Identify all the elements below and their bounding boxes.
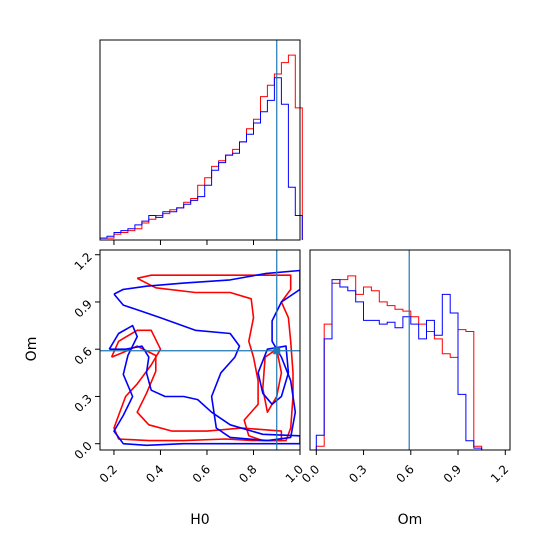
contour-blue-level-1 (108, 324, 300, 447)
om-hist-x-tick-label: 0.6 (394, 462, 417, 485)
om-hist-blue-series (315, 279, 483, 450)
contour-frame (99, 249, 301, 451)
om-histogram-panel: 0.0 0.3 0.6 0.9 1.2 (299, 249, 511, 486)
contour-x-tick-label: 0.6 (190, 462, 213, 485)
contour-red-level-2 (262, 348, 283, 413)
x-axis-label-om: Om (398, 512, 423, 528)
contour-y-tick-label: 1.2 (72, 250, 95, 273)
om-hist-x-tick-label: 0.9 (441, 462, 464, 485)
contour-blue-level-0 (113, 269, 300, 442)
om-histogram-frame (309, 249, 511, 451)
om-hist-x-tick-label: 0.0 (299, 462, 322, 485)
om-hist-x-tick-label: 1.2 (488, 462, 511, 485)
contour-y-tick-label: 0.6 (72, 344, 95, 367)
om-hist-red-series (315, 275, 483, 450)
contour-red-level-1 (110, 329, 283, 442)
contour-x-tick-label: 0.2 (97, 462, 120, 485)
h0-histogram-panel (99, 39, 303, 245)
contour-y-tick-label: 0.9 (72, 297, 95, 320)
h0-histogram-frame (99, 39, 301, 241)
om-hist-x-tick-label: 0.3 (346, 462, 369, 485)
contour-y-tick-label: 0.0 (72, 439, 95, 462)
h0-om-contour-panel: 0.2 0.4 0.6 0.8 1.00.00.30.60.91.2 (72, 249, 306, 486)
h0-hist-blue-series (99, 77, 303, 240)
contour-truth-marker (273, 347, 281, 355)
h0-hist-red-series (99, 54, 303, 240)
y-axis-label-om: Om (24, 337, 40, 362)
contour-x-tick-label: 0.4 (143, 462, 166, 485)
contour-y-tick-label: 0.3 (72, 392, 95, 415)
contour-blue-level-2 (257, 345, 290, 406)
contour-x-tick-label: 0.8 (236, 462, 259, 485)
contour-lines-group (108, 269, 300, 447)
contour-red-level-0 (136, 274, 294, 442)
x-axis-label-h0: H0 (190, 512, 209, 528)
